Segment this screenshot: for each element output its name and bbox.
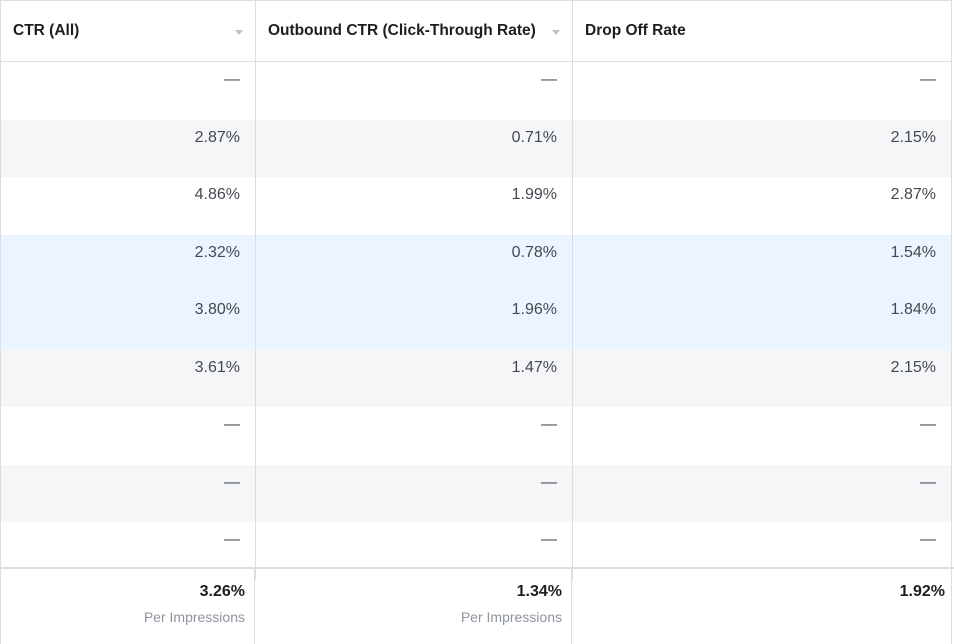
table-cell: 2.32% <box>1 234 256 292</box>
total-value: 1.92% <box>899 583 945 600</box>
column-header-label: Outbound CTR (Click-Through Rate) <box>268 22 536 39</box>
total-caption: Per Impressions <box>460 609 562 625</box>
table-row[interactable]: 3.80% 1.96% 1.84% <box>1 292 951 350</box>
table-cell: — <box>1 62 256 120</box>
table-row[interactable]: — — — <box>1 62 951 120</box>
table-cell: — <box>1 522 256 580</box>
table-cell: — <box>1 407 256 465</box>
table-cell: 1.54% <box>890 243 936 261</box>
total-cell-ctr-all: 3.26% Per Impressions <box>0 569 255 644</box>
table-row[interactable]: — — — <box>1 464 951 522</box>
table-cell: 0.78% <box>256 234 573 292</box>
total-caption: Per Impressions <box>143 609 245 625</box>
table-cell: 3.61% <box>1 349 256 407</box>
table-cell: 2.87% <box>1 119 256 177</box>
table-body: — — —2.87% 0.71% 2.15% 4.86% 1.99% 2.87% 2.32% 0.… <box>1 62 951 580</box>
column-header-ctr-all[interactable]: CTR (All) <box>1 1 256 61</box>
table-cell: 3.80% <box>1 292 256 350</box>
table-cell: 0.71% <box>256 119 573 177</box>
total-cell-outbound-ctr: 1.34% Per Impressions <box>255 569 572 644</box>
total-cell-drop-off-rate: 1.92% <box>572 569 954 644</box>
table-row[interactable]: 2.87% 0.71% 2.15% <box>1 119 951 177</box>
table-header: CTR (All) Outbound CTR (Click-Through Ra… <box>1 1 951 62</box>
table-cell: 1.99% <box>256 177 573 235</box>
column-header-outbound-ctr[interactable]: Outbound CTR (Click-Through Rate) <box>256 1 573 61</box>
column-header-label: CTR (All) <box>13 22 80 39</box>
table-cell: 2.15% <box>890 358 936 376</box>
table-cell: 1.96% <box>256 292 573 350</box>
table-row[interactable]: 3.61% 1.47% 2.15% <box>1 349 951 407</box>
total-value: 1.34% <box>516 583 562 600</box>
table-cell: 2.15% <box>890 128 936 146</box>
table-row[interactable]: 2.32% 0.78% 1.54% <box>1 234 951 292</box>
table-cell: — <box>256 522 573 580</box>
table-row[interactable]: 4.86% 1.99% 2.87% <box>1 177 951 235</box>
table-row[interactable]: — — — <box>1 522 951 580</box>
table-totals-row: 3.26% Per Impressions 1.34% Per Impressi… <box>0 567 954 644</box>
table-cell: — <box>1 464 256 522</box>
table-cell: — <box>920 473 936 491</box>
table-cell: 4.86% <box>1 177 256 235</box>
sort-caret-icon[interactable] <box>552 30 560 35</box>
table-row[interactable]: — — — <box>1 407 951 465</box>
table-cell: — <box>920 531 936 548</box>
total-value: 3.26% <box>199 583 245 600</box>
table-cell: — <box>920 416 936 433</box>
table-cell: 1.47% <box>256 349 573 407</box>
table-cell: 1.84% <box>890 301 936 318</box>
table-cell: — <box>256 464 573 522</box>
sort-caret-icon[interactable] <box>235 30 243 35</box>
column-header-drop-off-rate[interactable]: Drop Off Rate <box>573 1 951 61</box>
table-cell: 2.87% <box>890 186 936 203</box>
table-cell: — <box>256 62 573 120</box>
table-cell: — <box>920 71 936 88</box>
column-header-label: Drop Off Rate <box>585 22 686 39</box>
table-cell: — <box>256 407 573 465</box>
